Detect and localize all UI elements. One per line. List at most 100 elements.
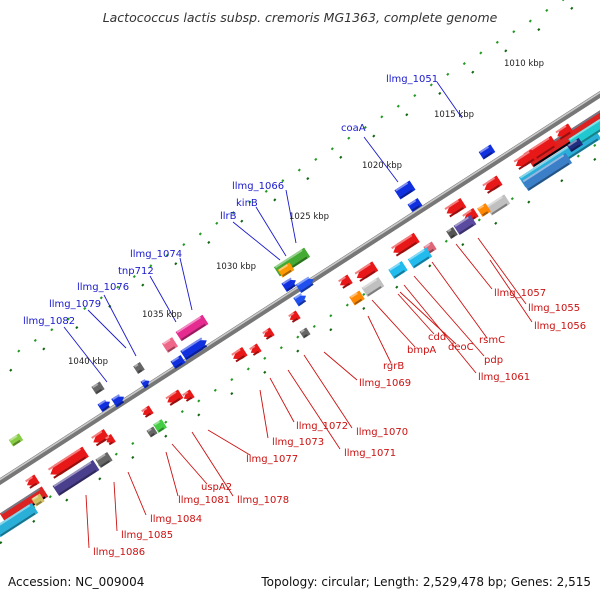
tick-mark	[362, 306, 366, 311]
gene-feature	[161, 337, 179, 353]
gene-feature	[444, 197, 467, 218]
lower-gene-label: llmg_1055	[528, 303, 580, 314]
tick-mark	[329, 328, 333, 332]
leader-line	[63, 326, 108, 383]
tick-mark	[50, 328, 54, 332]
tick-mark	[17, 349, 21, 353]
tick-mark	[405, 113, 409, 117]
gene-feature	[288, 310, 301, 323]
tick-mark	[560, 179, 564, 183]
tick-mark	[312, 324, 316, 328]
tick-mark	[48, 495, 52, 499]
tick-mark	[545, 8, 549, 12]
tick-mark	[372, 134, 376, 138]
gene-feature	[231, 347, 248, 363]
tick-mark	[240, 219, 244, 223]
lower-gene-label: llmg_1071	[344, 448, 396, 459]
kbp-tick-label: 1025 kbp	[289, 212, 329, 222]
lower-gene-label: pdp	[484, 355, 503, 366]
lower-gene-label: llmg_1072	[296, 421, 348, 432]
gene-feature	[407, 197, 423, 213]
lower-gene-label: llmg_1069	[359, 378, 411, 389]
tick-mark	[429, 83, 433, 87]
tick-mark	[98, 477, 102, 481]
tick-mark	[66, 317, 70, 321]
kbp-tick-label: 1035 kbp	[142, 310, 182, 320]
leader-line	[207, 429, 251, 456]
lower-gene-label: llmg_1078	[237, 495, 289, 506]
tick-mark	[576, 154, 580, 158]
tick-mark	[495, 40, 499, 44]
tick-mark	[461, 243, 465, 247]
gene-feature	[52, 459, 100, 497]
gene-feature	[478, 144, 496, 160]
gene-feature	[182, 389, 195, 402]
gene-feature	[133, 362, 145, 374]
tick-mark	[273, 198, 277, 202]
lower-gene-label: bmpA	[407, 345, 436, 356]
tick-mark	[207, 240, 211, 245]
tick-mark	[297, 168, 301, 172]
tick-mark	[446, 72, 450, 76]
tick-mark	[314, 157, 318, 161]
tick-mark	[174, 262, 178, 266]
tick-mark	[0, 541, 3, 545]
gene-feature	[446, 227, 458, 239]
leader-line	[171, 443, 208, 485]
tick-mark	[395, 285, 399, 289]
tick-mark	[330, 147, 334, 151]
lower-gene-label: rgrB	[383, 361, 404, 372]
tick-mark	[83, 306, 87, 311]
gene-feature	[25, 474, 40, 489]
leader-line	[287, 369, 341, 450]
upper-gene-label: tnp712	[118, 266, 154, 277]
tick-mark	[248, 200, 252, 204]
gene-feature	[281, 277, 296, 292]
tick-mark	[510, 197, 514, 201]
upper-gene-label: coaA	[341, 123, 366, 134]
tick-mark	[528, 19, 532, 23]
tick-mark	[180, 409, 184, 414]
tick-mark	[413, 93, 417, 98]
gene-feature	[555, 123, 574, 140]
gene-feature	[477, 203, 491, 217]
tick-mark	[165, 253, 169, 257]
tick-mark	[479, 51, 483, 55]
tick-mark	[197, 399, 201, 403]
gene-feature	[349, 290, 365, 306]
gene-feature	[391, 232, 420, 257]
tick-mark	[182, 243, 186, 247]
leader-line	[85, 494, 90, 549]
lower-gene-label: cdd	[428, 332, 446, 343]
gene-feature	[91, 381, 105, 395]
tick-mark	[428, 264, 432, 268]
tick-mark	[296, 335, 300, 339]
tick-mark	[164, 420, 168, 424]
leader-line	[149, 275, 177, 323]
gene-feature	[482, 175, 503, 194]
gene-feature	[146, 426, 158, 438]
tick-mark	[593, 157, 597, 161]
tick-mark	[230, 392, 234, 396]
edge-band-segment	[0, 502, 39, 538]
kbp-tick-label: 1040 kbp	[68, 357, 108, 367]
gene-feature	[361, 276, 385, 298]
gene-feature	[153, 419, 167, 433]
leader-line	[323, 351, 358, 381]
tick-mark	[593, 143, 597, 147]
upper-gene-label: llmg_1082	[23, 316, 75, 327]
map-title: Lactococcus lactis subsp. cremoris MG136…	[102, 10, 498, 25]
gene-feature	[566, 137, 584, 153]
tick-mark	[263, 370, 267, 374]
tick-mark	[132, 274, 136, 279]
tick-mark	[99, 296, 103, 300]
tick-mark	[116, 285, 120, 289]
leader-line	[363, 136, 399, 183]
gene-feature	[394, 180, 416, 200]
gene-feature	[249, 343, 262, 356]
gene-feature	[170, 354, 186, 370]
tick-mark	[42, 347, 46, 351]
tick-mark	[537, 27, 541, 32]
tick-mark	[438, 91, 442, 95]
tick-mark	[246, 367, 250, 371]
